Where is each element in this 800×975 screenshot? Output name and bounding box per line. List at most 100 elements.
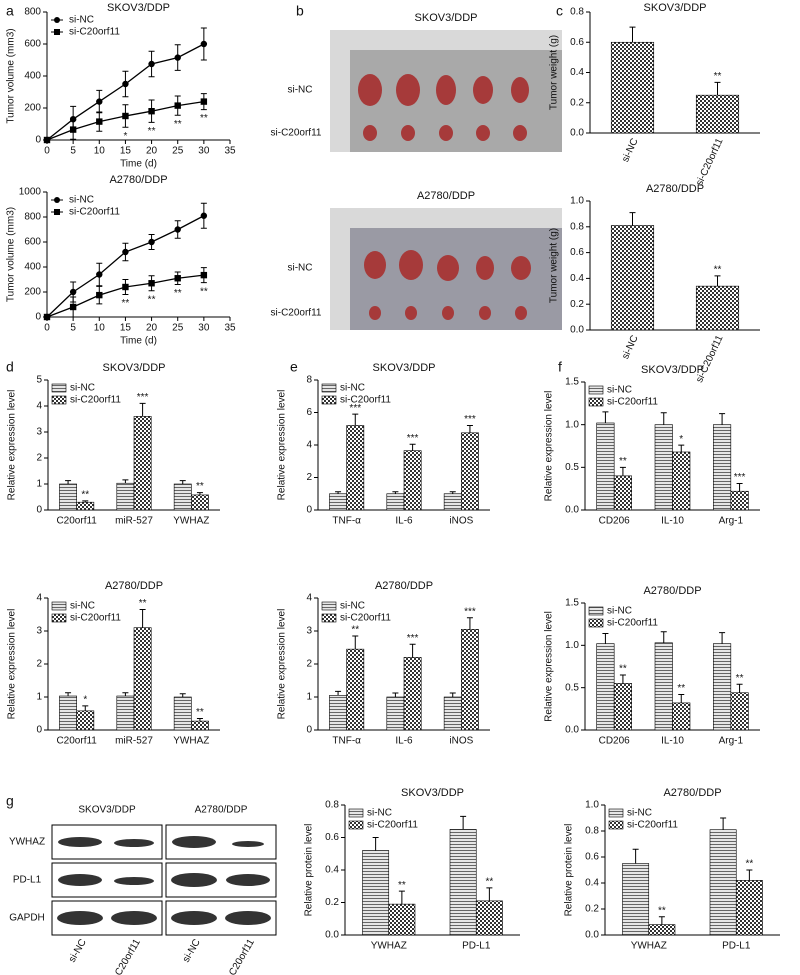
error-bar <box>352 635 359 650</box>
legend-swatch <box>321 601 337 611</box>
point <box>96 271 103 278</box>
x-tick-label: YWHAZ <box>631 941 667 952</box>
panel-label: e <box>290 359 298 375</box>
point <box>200 271 208 279</box>
legend-swatch <box>588 606 604 616</box>
error-bar <box>196 717 203 722</box>
point <box>122 80 129 88</box>
y-tick-label: 0 <box>306 505 312 516</box>
bar <box>596 422 615 511</box>
bar <box>654 642 673 731</box>
y-tick-label: 4 <box>36 401 42 412</box>
x-tick-label: si-NC <box>620 137 641 164</box>
error-bar <box>449 692 456 697</box>
error-bar <box>714 81 721 96</box>
legend-swatch <box>54 209 60 215</box>
x-tick-label: 5 <box>70 146 76 157</box>
y-tick-label: 0.4 <box>585 878 599 889</box>
legend-swatch <box>588 618 604 628</box>
panel-label: b <box>296 3 304 19</box>
bar <box>329 493 347 511</box>
bar <box>461 432 479 511</box>
error-bar <box>139 609 146 628</box>
y-tick-label: 0.4 <box>570 273 584 284</box>
x-tick-label: IL-10 <box>661 736 684 747</box>
y-tick-label: 1 <box>36 692 42 703</box>
point <box>96 118 103 125</box>
x-tick-label: miR-527 <box>115 516 153 527</box>
blot-cell-line: SKOV3/DDP <box>78 805 136 816</box>
panel-label: a <box>6 3 14 19</box>
significance: ** <box>148 294 156 305</box>
chart-title: SKOV3/DDP <box>644 2 707 14</box>
bar <box>116 695 135 731</box>
bar <box>735 880 763 936</box>
bar <box>346 648 365 731</box>
legend-swatch <box>51 613 67 623</box>
error-bar <box>65 692 72 697</box>
legend-label: si-NC <box>607 385 632 396</box>
y-tick-label: 400 <box>24 71 41 82</box>
panel-label: d <box>6 359 14 375</box>
error-bar <box>409 643 416 658</box>
y-tick-label: 400 <box>24 262 41 273</box>
point <box>69 126 77 133</box>
legend-swatch <box>588 397 604 407</box>
bar <box>613 683 632 731</box>
photo-row-label: si-C20orf11 <box>271 308 322 319</box>
legend-swatch <box>51 383 67 393</box>
x-tick-label: PD-L1 <box>722 941 751 952</box>
y-tick-label: 800 <box>24 7 41 18</box>
error-bar <box>82 705 89 711</box>
legend-swatch <box>348 820 364 830</box>
legend-label: si-C20orf11 <box>69 207 120 218</box>
bar <box>116 482 135 511</box>
bar <box>648 924 676 936</box>
error-bar <box>660 631 667 643</box>
bar <box>443 696 462 731</box>
y-tick-label: 2 <box>36 453 42 464</box>
y-tick-label: 0.8 <box>570 221 584 232</box>
bar <box>672 702 691 731</box>
legend-swatch <box>51 601 67 611</box>
error-bar <box>719 413 726 425</box>
legend-label: si-NC <box>627 808 652 819</box>
bar <box>461 629 479 731</box>
bar <box>76 501 95 511</box>
x-tick-label: CD206 <box>599 736 631 747</box>
x-tick-label: TNF-α <box>332 736 361 747</box>
y-tick-label: 0.5 <box>565 682 579 693</box>
x-axis-label: Time (d) <box>120 336 157 347</box>
blot-lane: si-C20orf11 <box>108 937 143 975</box>
y-tick-label: 5 <box>36 375 42 386</box>
x-tick-label: si-NC <box>620 334 641 361</box>
x-tick-label: 20 <box>146 146 158 157</box>
y-tick-label: 0 <box>36 725 42 736</box>
significance: *** <box>464 414 476 425</box>
bar <box>443 493 462 511</box>
significance: ** <box>658 905 666 916</box>
legend-label: si-C20orf11 <box>367 820 418 831</box>
y-tick-label: 0.4 <box>570 67 584 78</box>
legend-label: si-NC <box>70 601 95 612</box>
legend-label: si-NC <box>69 15 94 26</box>
significance: ** <box>139 598 147 609</box>
error-bar <box>335 690 342 696</box>
legend-label: si-C20orf11 <box>70 613 121 624</box>
x-tick-label: IL-6 <box>395 516 413 527</box>
y-axis-label: Relative expression level <box>7 609 18 720</box>
y-tick-label: 0.6 <box>325 832 339 843</box>
y-tick-label: 1.5 <box>565 598 579 609</box>
photo-row-label: si-NC <box>288 263 313 274</box>
bar <box>346 425 365 511</box>
y-tick-label: 3 <box>306 626 312 637</box>
significance: ** <box>200 113 208 124</box>
bar <box>713 424 732 511</box>
significance: ** <box>714 71 722 82</box>
legend-label: si-NC <box>367 808 392 819</box>
error-bar <box>179 480 186 484</box>
point <box>148 280 155 287</box>
x-tick-label: 25 <box>172 146 184 157</box>
error-bar <box>179 693 186 697</box>
x-tick-label: 30 <box>198 146 210 157</box>
